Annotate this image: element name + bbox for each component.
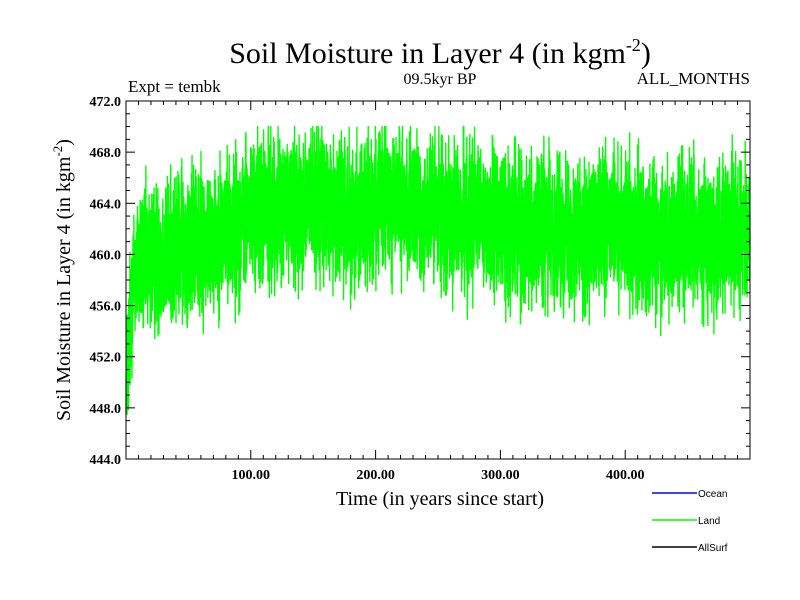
y-tick-label: 468.0 (90, 146, 122, 161)
y-tick-label: 444.0 (90, 453, 122, 468)
y-tick-label: 452.0 (90, 351, 122, 366)
y-axis-label: Soil Moisture in Layer 4 (in kgm-2) (50, 139, 75, 421)
subtitle-right: ALL_MONTHS (637, 69, 750, 88)
x-tick-label: 200.00 (356, 468, 395, 483)
y-tick-label: 472.0 (90, 95, 122, 110)
chart-title: Soil Moisture in Layer 4 (in kgm-2) (229, 35, 651, 70)
y-tick-label: 464.0 (90, 197, 122, 212)
legend-label-allsurf: AllSurf (698, 543, 728, 554)
y-tick-label: 456.0 (90, 300, 122, 315)
legend: Ocean Land AllSurf (652, 489, 728, 554)
x-tick-label: 400.00 (606, 468, 645, 483)
x-tick-label: 300.00 (481, 468, 520, 483)
subtitle-center: 09.5kyr BP (404, 71, 477, 88)
legend-label-land: Land (698, 516, 720, 527)
x-tick-label: 100.00 (232, 468, 271, 483)
chart-title-close: ) (641, 37, 651, 70)
legend-label-ocean: Ocean (698, 489, 727, 500)
x-axis-label: Time (in years since start) (336, 488, 544, 510)
data-layer (125, 125, 751, 415)
y-tick-label: 460.0 (90, 248, 122, 263)
y-tick-label: 448.0 (90, 402, 122, 417)
chart-title-superscript: -2 (626, 35, 641, 55)
series-line-land (125, 125, 751, 415)
subtitle-left: Expt = tembk (128, 77, 221, 96)
y-axis-label-close: ) (53, 139, 75, 146)
plot-area: 100.00 200.00 300.00 400.00 444.0 448.0 452.0 4… (90, 95, 751, 483)
y-axis-label-superscript: -2 (50, 146, 65, 157)
tick-layer: 100.00 200.00 300.00 400.00 444.0 448.0 452.0 4… (90, 95, 750, 483)
